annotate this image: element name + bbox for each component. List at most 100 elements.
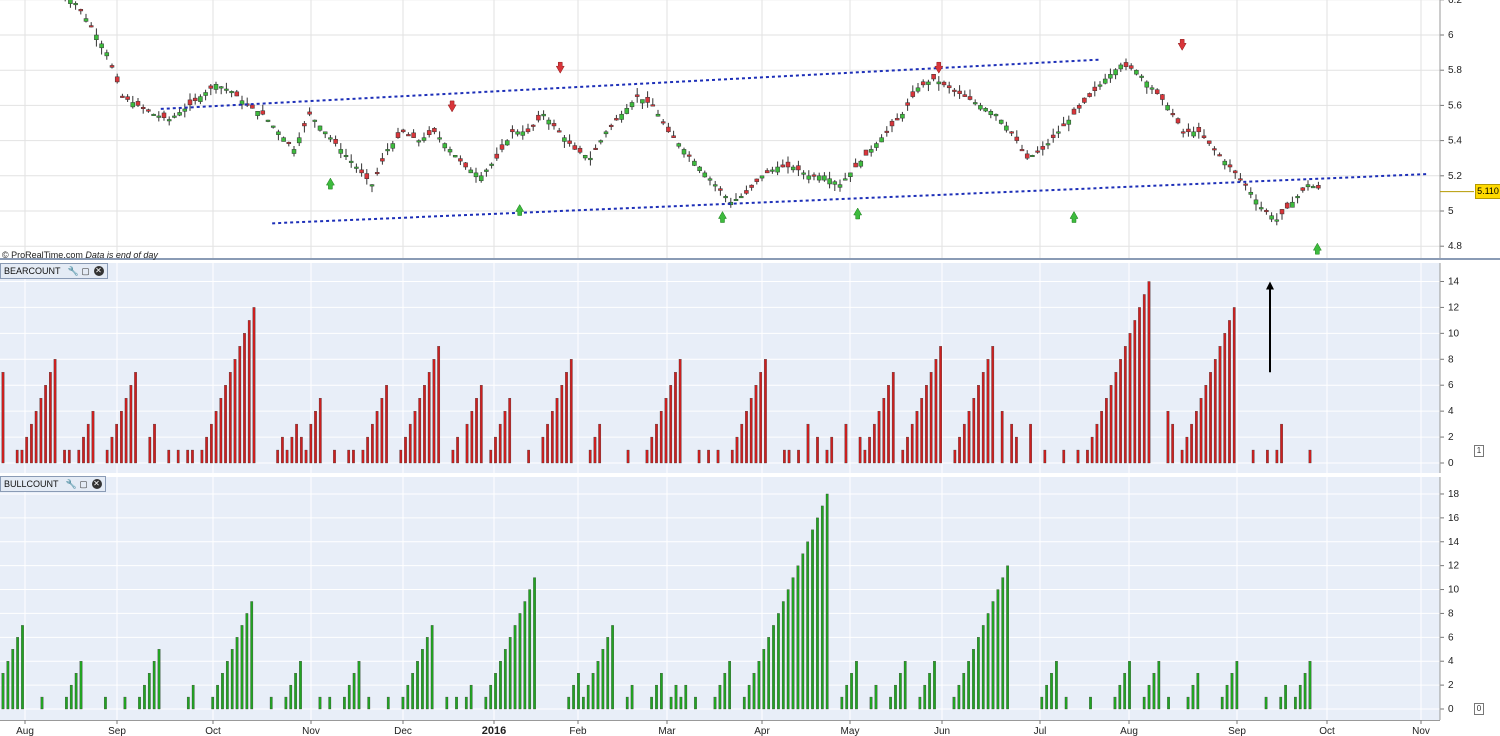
bear-bar bbox=[891, 372, 895, 464]
bear-bar bbox=[858, 436, 862, 464]
candle-body bbox=[1071, 108, 1077, 115]
bull-bar bbox=[752, 673, 756, 710]
y-tick-label: 0 bbox=[1448, 704, 1454, 715]
candle-body bbox=[109, 65, 115, 68]
candle-body bbox=[629, 102, 635, 108]
bull-bar bbox=[981, 625, 985, 710]
trendline bbox=[272, 173, 1429, 225]
bull-bar bbox=[601, 649, 605, 710]
candle-body bbox=[884, 130, 890, 133]
bull-bar bbox=[1113, 696, 1117, 710]
bear-bar bbox=[844, 423, 848, 464]
window-icon[interactable]: ▢ bbox=[79, 479, 88, 489]
bull-bar bbox=[791, 577, 795, 710]
bull-bar bbox=[533, 577, 536, 710]
candle-body bbox=[359, 169, 364, 174]
bull-bar bbox=[1064, 696, 1068, 710]
candle-body bbox=[1149, 87, 1155, 90]
bear-bar bbox=[588, 449, 592, 464]
candle-body bbox=[546, 119, 552, 125]
close-icon[interactable]: ✕ bbox=[91, 479, 102, 489]
candle-body bbox=[1290, 201, 1295, 208]
bull-bar bbox=[343, 696, 346, 710]
candle-body bbox=[931, 73, 936, 80]
candle-body bbox=[946, 85, 952, 89]
x-tick-label: Dec bbox=[394, 726, 412, 736]
candle-body bbox=[94, 34, 99, 41]
candle-body bbox=[1009, 131, 1014, 134]
candle-body bbox=[1056, 131, 1061, 134]
bear-bar bbox=[375, 410, 379, 464]
candle-body bbox=[510, 129, 515, 133]
bear-bar bbox=[550, 410, 554, 464]
bull-bar bbox=[625, 696, 629, 710]
candle-body bbox=[1274, 219, 1280, 222]
buy-arrow-icon bbox=[325, 177, 335, 190]
bear-bar bbox=[470, 410, 474, 464]
bull-bar bbox=[1279, 696, 1283, 710]
annotation-arrowhead-icon bbox=[1266, 281, 1274, 290]
bull-bar bbox=[216, 684, 219, 710]
bear-bar bbox=[281, 436, 284, 464]
sell-arrow-icon bbox=[1177, 39, 1187, 51]
candle-body bbox=[130, 102, 136, 108]
bear-bar bbox=[745, 410, 748, 464]
candle-body bbox=[541, 113, 546, 117]
bear-bar bbox=[290, 436, 294, 464]
bull-bar bbox=[235, 637, 239, 710]
candle-body bbox=[432, 128, 437, 133]
bull-bar bbox=[650, 696, 653, 710]
candle-body bbox=[707, 178, 713, 181]
close-icon[interactable]: ✕ bbox=[93, 266, 104, 276]
bear-bar bbox=[508, 398, 512, 464]
candle-body bbox=[1279, 209, 1285, 215]
bull-bar bbox=[898, 673, 902, 710]
bear-bar bbox=[806, 423, 810, 464]
bull-bar bbox=[406, 684, 410, 710]
bear-bar bbox=[664, 398, 668, 464]
bear-bar bbox=[920, 398, 924, 464]
bull-bar bbox=[757, 661, 761, 710]
x-tick-label: Nov bbox=[1412, 726, 1430, 736]
bear-bar bbox=[498, 423, 502, 464]
candle-body bbox=[286, 141, 292, 144]
bull-bar bbox=[986, 613, 990, 710]
bull-bar bbox=[1, 673, 5, 710]
bear-bar bbox=[925, 385, 928, 464]
bull-bar bbox=[299, 661, 302, 710]
window-icon[interactable]: ▢ bbox=[81, 266, 90, 276]
candle-body bbox=[1196, 127, 1202, 133]
bull-bar bbox=[923, 684, 927, 710]
bear-bar bbox=[669, 385, 673, 464]
wrench-icon[interactable]: 🔧 bbox=[65, 479, 77, 489]
bull-bar bbox=[1308, 661, 1312, 710]
bear-bar bbox=[825, 449, 829, 464]
candle-body bbox=[816, 175, 822, 181]
candle-body bbox=[998, 119, 1004, 124]
bull-bar bbox=[230, 649, 234, 710]
candle-body bbox=[83, 18, 89, 22]
bear-bar bbox=[650, 436, 654, 464]
y-tick-label: 8 bbox=[1448, 608, 1454, 619]
bear-bar bbox=[1180, 449, 1184, 464]
current-price-tag: 5.110 bbox=[1475, 184, 1500, 199]
candle-body bbox=[1191, 131, 1196, 137]
data-credit: © ProRealTime.com Data is end of day bbox=[2, 250, 158, 260]
bull-bar bbox=[1298, 684, 1302, 710]
bull-bar bbox=[294, 673, 297, 710]
trendline bbox=[160, 58, 1100, 110]
bull-bar bbox=[728, 661, 732, 710]
candle-body bbox=[1154, 89, 1160, 94]
bear-bar bbox=[541, 436, 545, 464]
wrench-icon[interactable]: 🔧 bbox=[67, 266, 79, 276]
bull-bar bbox=[1157, 661, 1161, 710]
bear-bar bbox=[1218, 346, 1222, 464]
candle-body bbox=[593, 147, 598, 150]
candle-body bbox=[1253, 199, 1259, 205]
candle-body bbox=[1175, 118, 1181, 124]
candle-body bbox=[265, 119, 271, 122]
candle-body bbox=[962, 94, 968, 97]
candle-body bbox=[68, 0, 73, 4]
bear-bar bbox=[991, 346, 995, 464]
bull-bar bbox=[104, 696, 107, 710]
